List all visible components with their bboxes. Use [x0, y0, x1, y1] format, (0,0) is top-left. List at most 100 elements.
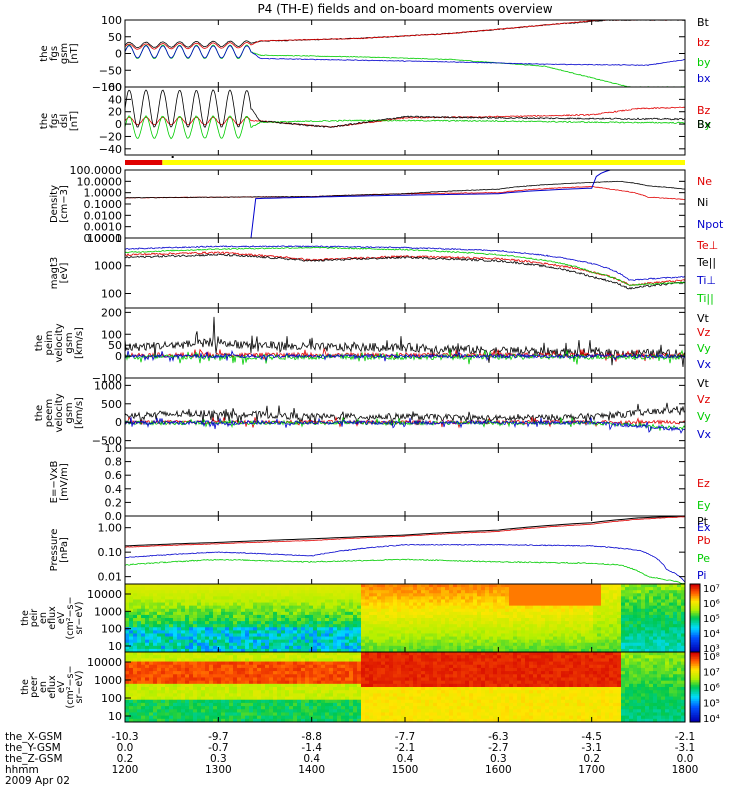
legend-density-Npot: Npot [697, 218, 724, 231]
legend-pressure-Pe: Pe [697, 552, 710, 565]
legend-fgs-bx: bx [697, 72, 711, 85]
legend-fgs-Bt: Bt [697, 16, 710, 29]
ylabel-peem: [km/s] [74, 397, 85, 429]
ylabel-peer: the [20, 679, 31, 695]
legend-fgsdsl-Bz: Bz [697, 104, 711, 117]
ytick-label: 0.0 [105, 510, 123, 523]
ylabel-efield: [mV/m] [59, 463, 70, 501]
ylabel-fgsdsl: fgs [49, 113, 60, 128]
series-density-Ni [125, 180, 685, 199]
colorbar-label: 10⁶ [703, 683, 720, 694]
ytick-label: 0 [115, 48, 122, 61]
series-pressure-Pb [125, 516, 685, 548]
ylabel-temp: [eV] [59, 263, 70, 284]
colorbar-label: 10⁵ [703, 699, 720, 710]
colorbar-label: 10⁴ [703, 629, 720, 640]
series-peim-Vt [125, 316, 685, 368]
spec-ytick: 1000 [94, 605, 122, 618]
series-peim-Vy [125, 349, 685, 365]
footer-value: 1300 [205, 764, 232, 776]
ytick-label: 1000 [94, 260, 122, 273]
footer-value: 0.4 [397, 753, 414, 765]
ylabel-peem: the [34, 405, 45, 421]
ytick-label: 1.0 [105, 442, 123, 455]
ylabel-density: [cm−3] [59, 185, 70, 223]
plot-title: P4 (TH-E) fields and on-board moments ov… [257, 2, 552, 16]
ytick-label: 1.0000 [84, 187, 123, 200]
legend-temp-Ti||: Ti|| [696, 292, 714, 305]
series-pressure-Pt [125, 516, 685, 547]
panel-pressure: 1.00 0.10 0.01 Pressure [nPa] Pt Pb Pe Pi [49, 515, 711, 585]
colorbar-label: 10⁷ [703, 584, 720, 595]
ylabel-peim: [km/s] [74, 327, 85, 359]
footer-value: -7.7 [395, 731, 416, 743]
legend-pressure-Pt: Pt [697, 515, 709, 528]
colorbar-label: 10³ [703, 644, 720, 655]
ylabel-density: Density [49, 185, 60, 223]
legend-density-Ni: Ni [697, 196, 708, 209]
ytick-label: −500 [92, 435, 122, 448]
legend-peim-Vy: Vy [697, 342, 711, 355]
ytick-label: 0 [115, 416, 122, 429]
ylabel-peir: eflux [47, 606, 58, 630]
legend-fgsdsl-By: By [697, 118, 712, 131]
series-peem-Vx [125, 417, 685, 434]
ytick-label: −50 [99, 64, 122, 77]
footer-value: 0.3 [210, 753, 227, 765]
ytick-label: 50 [108, 31, 122, 44]
spec-ytick: 10 [108, 640, 122, 653]
ylabel-temp: magt3 [49, 257, 60, 290]
panel-density: 100.000010.00001.00000.10000.01000.00100… [49, 164, 724, 245]
footer-value: -6.3 [488, 731, 509, 743]
ytick-label: 200 [101, 306, 122, 319]
ylabel-fgsdsl: [nT] [69, 111, 80, 131]
ytick-label: 0.0010 [84, 221, 123, 234]
ylabel-peim: gsm [64, 332, 75, 353]
ylabel-peir: peir [29, 609, 40, 628]
ytick-label: 0.01 [98, 571, 123, 584]
footer-label: the_Z-GSM [5, 753, 63, 765]
ytick-label: 500 [101, 398, 122, 411]
ytick-label: 0.0001 [84, 232, 123, 245]
spec-ytick: 100 [101, 692, 122, 705]
ylabel-peer: sr−eV) [74, 671, 85, 704]
footer-value: 0.0 [117, 742, 134, 754]
ytick-label: 10.0000 [77, 175, 123, 188]
ylabel-peer: en [38, 681, 49, 693]
ytick-label: 60 [108, 81, 122, 94]
ylabel-pressure: [nPa] [59, 537, 70, 563]
legend-peim-Vx: Vx [697, 358, 712, 371]
series-pressure-Pi [125, 543, 685, 583]
footer-ephemeris: the_X-GSM -10.3 -9.7 -8.8 -7.7 -6.3 -4.5 -2.1 th… [5, 731, 698, 787]
legend-efield-Ey: Ey [697, 499, 711, 512]
legend-temp-Ti⊥: Ti⊥ [696, 274, 716, 287]
colorbar-label: 10⁸ [703, 652, 720, 663]
ytick-label: −20 [99, 130, 122, 143]
ylabel-peir: en [38, 612, 49, 624]
series-temp-Te|| [125, 253, 685, 290]
series-temp-Ti|| [125, 246, 685, 286]
panel-fgs: 100 50 0 −50 −100 the fgs gsm [nT] Bt bz by bx [39, 14, 711, 94]
footer-date: 2009 Apr 02 [5, 775, 70, 787]
panel-peem: 1000 500 0 −500 the peem velocity gsm [km/s] Vt Vz… [34, 377, 712, 449]
ytick-label: 10000 [87, 232, 122, 245]
ytick-label: −100 [92, 81, 122, 94]
legend-peim-Vz: Vz [697, 326, 711, 339]
footer-value: 1500 [392, 764, 419, 776]
series-peim-Vx [125, 349, 685, 363]
colorbar-label: 10⁵ [703, 614, 720, 625]
mode-bar [125, 156, 686, 165]
legend-pressure-Pb: Pb [697, 534, 711, 547]
legend-peem-Vy: Vy [697, 410, 711, 423]
ytick-label: 0 [115, 350, 122, 363]
colorbar-label: 10⁷ [703, 668, 720, 679]
footer-value: -8.8 [301, 731, 322, 743]
footer-value: -0.7 [208, 742, 229, 754]
series-pressure-Pe [125, 558, 685, 584]
spec-ytick: 10000 [87, 656, 122, 669]
footer-value: -10.3 [111, 731, 138, 743]
legend-fgs-by: by [697, 56, 711, 69]
ytick-label: 0 [115, 118, 122, 131]
ylabel-fgs: fgs [49, 46, 60, 61]
